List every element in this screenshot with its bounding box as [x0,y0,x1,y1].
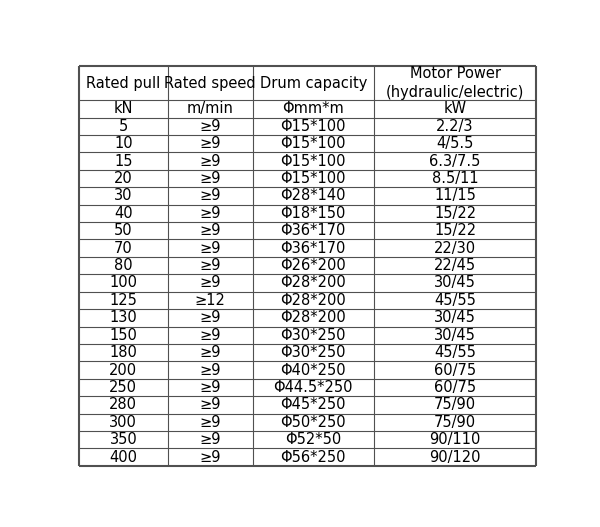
Text: ≥9: ≥9 [200,415,221,430]
Text: 125: 125 [109,293,137,308]
Text: Φ36*170: Φ36*170 [281,223,346,238]
Text: Φ44.5*250: Φ44.5*250 [274,380,353,395]
Text: 400: 400 [109,450,137,465]
Text: 60/75: 60/75 [434,363,476,377]
Text: Φ28*140: Φ28*140 [280,189,346,203]
Text: 45/55: 45/55 [434,293,476,308]
Text: Φ28*200: Φ28*200 [280,276,346,290]
Text: ≥9: ≥9 [200,136,221,151]
Text: Φ26*200: Φ26*200 [280,258,346,273]
Text: Φ15*100: Φ15*100 [280,136,346,151]
Text: ≥9: ≥9 [200,328,221,343]
Text: 90/120: 90/120 [430,450,481,465]
Text: 4/5.5: 4/5.5 [436,136,474,151]
Text: ≥9: ≥9 [200,450,221,465]
Text: Φ45*250: Φ45*250 [280,397,346,412]
Text: Φ40*250: Φ40*250 [280,363,346,377]
Text: Φ15*100: Φ15*100 [280,171,346,186]
Text: ≥9: ≥9 [200,154,221,169]
Text: ≥9: ≥9 [200,206,221,221]
Text: 11/15: 11/15 [434,189,476,203]
Text: kN: kN [113,101,133,116]
Text: ≥9: ≥9 [200,345,221,360]
Text: ≥9: ≥9 [200,276,221,290]
Text: Φ50*250: Φ50*250 [280,415,346,430]
Text: Rated pull: Rated pull [86,75,160,91]
Text: 6.3/7.5: 6.3/7.5 [430,154,481,169]
Text: 10: 10 [114,136,133,151]
Text: 15: 15 [114,154,133,169]
Text: Drum capacity: Drum capacity [260,75,367,91]
Text: 80: 80 [114,258,133,273]
Text: ≥9: ≥9 [200,189,221,203]
Text: 180: 180 [109,345,137,360]
Text: 30: 30 [114,189,133,203]
Text: 40: 40 [114,206,133,221]
Text: ≥9: ≥9 [200,241,221,256]
Text: Φ56*250: Φ56*250 [280,450,346,465]
Text: ≥9: ≥9 [200,397,221,412]
Text: ≥12: ≥12 [195,293,226,308]
Text: 350: 350 [109,432,137,447]
Text: ≥9: ≥9 [200,363,221,377]
Text: Φ15*100: Φ15*100 [280,154,346,169]
Text: 50: 50 [114,223,133,238]
Text: 280: 280 [109,397,137,412]
Text: ≥9: ≥9 [200,171,221,186]
Text: ≥9: ≥9 [200,380,221,395]
Text: 30/45: 30/45 [434,276,476,290]
Text: 75/90: 75/90 [434,397,476,412]
Text: Φ30*250: Φ30*250 [280,328,346,343]
Text: 30/45: 30/45 [434,310,476,325]
Text: ≥9: ≥9 [200,119,221,134]
Text: Φ28*200: Φ28*200 [280,310,346,325]
Text: 15/22: 15/22 [434,206,476,221]
Text: Φ52*50: Φ52*50 [285,432,341,447]
Text: 100: 100 [109,276,137,290]
Text: 2.2/3: 2.2/3 [436,119,474,134]
Text: 20: 20 [114,171,133,186]
Text: Φ36*170: Φ36*170 [281,241,346,256]
Text: 5: 5 [119,119,128,134]
Text: m/min: m/min [187,101,234,116]
Text: 15/22: 15/22 [434,223,476,238]
Text: ≥9: ≥9 [200,223,221,238]
Text: Φmm*m: Φmm*m [283,101,344,116]
Text: 130: 130 [109,310,137,325]
Text: kW: kW [443,101,467,116]
Text: Φ30*250: Φ30*250 [280,345,346,360]
Text: ≥9: ≥9 [200,310,221,325]
Text: ≥9: ≥9 [200,258,221,273]
Text: ≥9: ≥9 [200,432,221,447]
Text: Rated speed: Rated speed [164,75,256,91]
Text: 60/75: 60/75 [434,380,476,395]
Text: 30/45: 30/45 [434,328,476,343]
Text: 70: 70 [114,241,133,256]
Text: Φ18*150: Φ18*150 [281,206,346,221]
Text: 75/90: 75/90 [434,415,476,430]
Text: 22/30: 22/30 [434,241,476,256]
Text: Φ15*100: Φ15*100 [280,119,346,134]
Text: 8.5/11: 8.5/11 [432,171,478,186]
Text: 22/45: 22/45 [434,258,476,273]
Text: 300: 300 [109,415,137,430]
Text: Φ28*200: Φ28*200 [280,293,346,308]
Text: 45/55: 45/55 [434,345,476,360]
Text: 200: 200 [109,363,137,377]
Text: 90/110: 90/110 [430,432,481,447]
Text: Motor Power
(hydraulic/electric): Motor Power (hydraulic/electric) [386,66,524,100]
Text: 150: 150 [109,328,137,343]
Text: 250: 250 [109,380,137,395]
